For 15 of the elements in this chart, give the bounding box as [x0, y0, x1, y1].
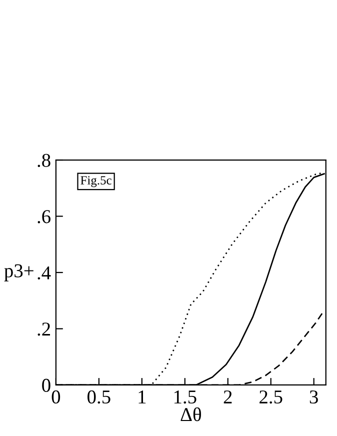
x-tick-label: 0.5: [88, 390, 110, 404]
x-tick-label: 1: [138, 390, 146, 404]
y-axis-title: p3+: [4, 264, 34, 282]
x-tick-label: 1.5: [174, 390, 196, 404]
y-tick-label: 0: [42, 378, 50, 392]
x-tick-label: 2.5: [260, 390, 282, 404]
y-tick-label: .4: [38, 266, 51, 280]
x-tick-label: 3: [310, 390, 318, 404]
y-tick-label: .2: [38, 322, 50, 336]
x-tick-label: 0: [52, 390, 60, 404]
y-tick-label: .6: [38, 210, 50, 224]
x-axis-title: Δθ: [180, 407, 201, 422]
x-tick-label: 2: [224, 390, 232, 404]
y-tick-label: .8: [38, 154, 50, 168]
annotation: Fig.5c: [80, 176, 112, 188]
